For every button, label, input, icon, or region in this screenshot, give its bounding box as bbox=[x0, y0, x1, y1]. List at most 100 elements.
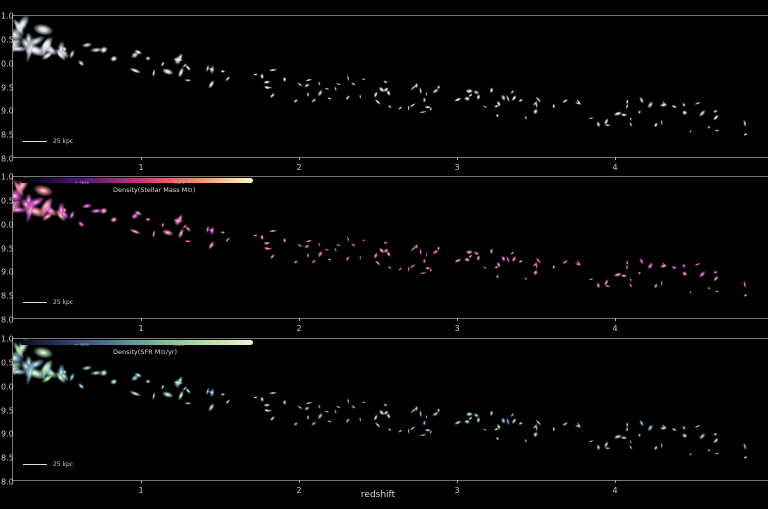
galaxy bbox=[335, 243, 342, 247]
galaxy bbox=[682, 425, 686, 431]
galaxy bbox=[424, 428, 432, 432]
galaxy bbox=[161, 222, 165, 228]
colorbar-label: Density(SFR M⊙/yr) bbox=[113, 348, 177, 356]
galaxy bbox=[293, 421, 299, 426]
galaxy bbox=[267, 247, 273, 250]
galaxy bbox=[629, 277, 632, 283]
galaxy bbox=[334, 409, 337, 415]
galaxy bbox=[81, 203, 93, 209]
galaxy bbox=[327, 420, 332, 423]
galaxy bbox=[335, 82, 342, 86]
galaxy bbox=[422, 420, 426, 426]
galaxy bbox=[489, 87, 494, 94]
galaxy bbox=[604, 446, 611, 450]
galaxy bbox=[383, 403, 388, 407]
galaxy bbox=[263, 408, 271, 413]
galaxy bbox=[629, 116, 632, 122]
galaxy bbox=[324, 410, 330, 413]
galaxy bbox=[524, 115, 528, 120]
galaxy bbox=[495, 436, 500, 441]
panel-sfr: 1.0 0.5 0.0 9.5 9.0 8.5 8.0 1 2 3 4 25 kpc Density(S… bbox=[1, 335, 768, 495]
y-tick-label: 9.5 bbox=[1, 406, 14, 415]
galaxy bbox=[161, 229, 174, 237]
galaxy bbox=[268, 68, 278, 72]
galaxy bbox=[172, 380, 184, 385]
galaxy bbox=[604, 118, 609, 126]
x-tick-mark bbox=[299, 480, 300, 483]
galaxy bbox=[25, 358, 36, 386]
galaxy bbox=[682, 271, 688, 277]
galaxy bbox=[714, 452, 720, 455]
galaxy bbox=[260, 73, 264, 80]
galaxy bbox=[535, 257, 542, 264]
galaxy bbox=[694, 262, 702, 266]
galaxy bbox=[639, 419, 644, 427]
galaxy bbox=[454, 97, 462, 102]
galaxy bbox=[55, 48, 67, 61]
galaxy bbox=[489, 410, 494, 417]
galaxy bbox=[317, 89, 323, 97]
galaxy bbox=[306, 91, 310, 98]
galaxy bbox=[345, 255, 350, 262]
galaxy bbox=[346, 397, 350, 405]
x-tick-label: 3 bbox=[454, 486, 460, 495]
galaxy bbox=[425, 91, 428, 97]
galaxy bbox=[628, 121, 633, 127]
galaxy bbox=[473, 90, 480, 95]
galaxy bbox=[335, 405, 342, 409]
galaxy bbox=[689, 129, 692, 134]
galaxy bbox=[425, 252, 428, 258]
galaxy bbox=[90, 370, 103, 376]
galaxy bbox=[653, 283, 658, 289]
x-tick-mark bbox=[457, 480, 458, 483]
galaxy bbox=[535, 261, 538, 270]
galaxy bbox=[263, 80, 271, 84]
scale-bar-line bbox=[23, 464, 47, 465]
galaxy bbox=[588, 440, 595, 443]
galaxy bbox=[628, 444, 633, 450]
galaxy bbox=[152, 229, 156, 239]
x-tick-label: 3 bbox=[454, 163, 460, 172]
galaxy bbox=[454, 258, 462, 263]
galaxy bbox=[552, 103, 556, 109]
galaxy bbox=[425, 414, 428, 420]
galaxy bbox=[465, 249, 474, 255]
colorbar-less-label: ← less bbox=[75, 343, 89, 348]
galaxy bbox=[743, 119, 747, 128]
galaxy bbox=[346, 74, 350, 82]
galaxy bbox=[476, 417, 481, 424]
colorbar-more-label: more → bbox=[173, 181, 190, 186]
galaxy bbox=[13, 362, 22, 379]
galaxy bbox=[134, 372, 143, 378]
galaxy bbox=[409, 245, 417, 252]
galaxy bbox=[671, 427, 678, 432]
galaxy bbox=[41, 212, 54, 222]
galaxy bbox=[419, 409, 423, 418]
galaxy bbox=[552, 264, 556, 270]
galaxy bbox=[464, 96, 471, 101]
galaxy bbox=[134, 210, 143, 216]
galaxy bbox=[208, 79, 215, 89]
galaxy bbox=[182, 386, 188, 391]
galaxy bbox=[13, 27, 24, 43]
galaxy bbox=[374, 98, 381, 105]
x-tick-label: 2 bbox=[296, 163, 302, 172]
galaxy bbox=[208, 240, 215, 250]
colorbar-label: Density(Stellar Mass M⊙) bbox=[113, 186, 196, 194]
galaxy bbox=[596, 121, 601, 128]
galaxy bbox=[304, 406, 310, 411]
galaxy bbox=[269, 253, 275, 260]
galaxy bbox=[129, 228, 142, 235]
galaxy bbox=[13, 39, 22, 56]
y-tick-label: 9.5 bbox=[1, 244, 14, 253]
galaxy bbox=[533, 108, 538, 115]
galaxy bbox=[713, 275, 719, 282]
colorbar-more-label: more → bbox=[173, 343, 190, 348]
galaxy bbox=[13, 368, 30, 376]
galaxy bbox=[77, 220, 85, 228]
galaxy bbox=[334, 86, 337, 92]
y-tick-label: 9.0 bbox=[1, 267, 14, 277]
galaxy bbox=[359, 417, 362, 423]
galaxy bbox=[500, 417, 506, 424]
galaxy bbox=[69, 372, 75, 382]
